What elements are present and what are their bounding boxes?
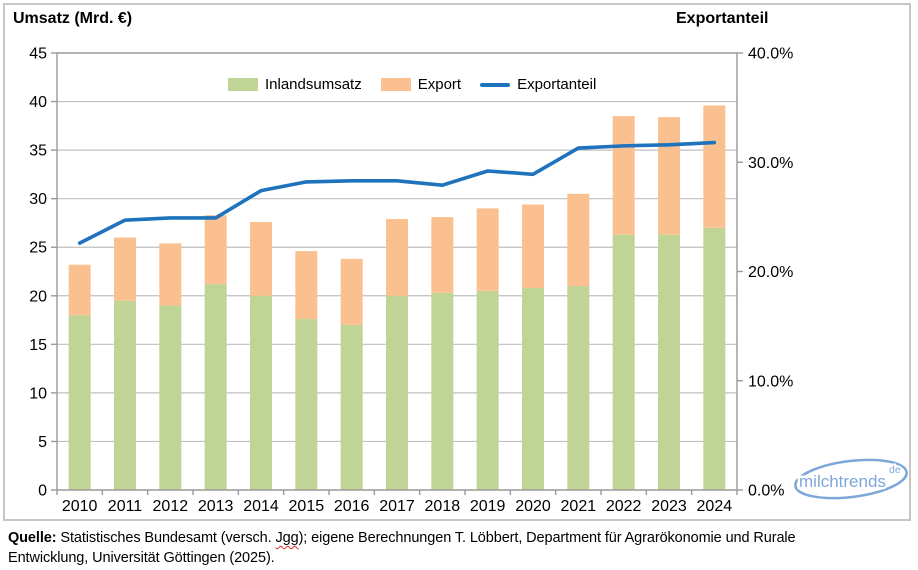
- bar-inlandsumsatz-2012: [159, 305, 182, 490]
- bar-export-2017: [386, 219, 408, 296]
- legend-item-export: Export: [380, 76, 462, 93]
- chart-legend: Inlandsumsatz Export Exportanteil: [228, 76, 596, 93]
- legend-label-inlandsumsatz: Inlandsumsatz: [265, 76, 362, 93]
- bar-inlandsumsatz-2018: [431, 292, 454, 490]
- x-axis-label-2021: 2021: [561, 498, 597, 515]
- x-axis-label-2017: 2017: [379, 498, 415, 515]
- x-axis-label-2024: 2024: [697, 498, 733, 515]
- chart-frame: [3, 3, 911, 521]
- bar-inlandsumsatz-2015: [295, 319, 318, 490]
- right-axis-title: Exportanteil: [676, 10, 769, 27]
- bar-inlandsumsatz-2011: [114, 300, 136, 490]
- bar-export-2023: [658, 117, 680, 235]
- bar-export-2019: [476, 208, 499, 291]
- logo-swoosh-icon: [794, 458, 908, 500]
- bar-export-2013: [204, 215, 227, 285]
- left-axis-tick-label-35: 35: [29, 143, 47, 160]
- right-axis-tick-label-10: 10.0%: [748, 373, 793, 390]
- right-axis-tick-label-30: 30.0%: [748, 155, 793, 172]
- bar-inlandsumsatz-2019: [476, 290, 499, 490]
- x-axis-label-2013: 2013: [198, 498, 234, 515]
- bar-export-2018: [431, 217, 454, 293]
- bar-export-2021: [567, 193, 590, 287]
- x-axis-label-2016: 2016: [334, 498, 370, 515]
- inlandsumsatz-swatch-icon: [228, 78, 258, 91]
- bar-inlandsumsatz-2016: [340, 324, 363, 490]
- bar-inlandsumsatz-2020: [522, 288, 544, 490]
- bar-inlandsumsatz-2023: [658, 234, 680, 490]
- right-axis-tick-label-0: 0.0%: [748, 483, 784, 500]
- right-axis-tick-label-20: 20.0%: [748, 264, 793, 281]
- x-axis-label-2014: 2014: [243, 498, 279, 515]
- left-axis-tick-label-40: 40: [29, 94, 47, 111]
- legend-label-export: Export: [417, 76, 462, 93]
- left-axis-title: Umsatz (Mrd. €): [13, 10, 133, 27]
- x-axis-label-2011: 2011: [108, 498, 143, 515]
- bar-export-2014: [250, 221, 272, 296]
- export-swatch-icon: [380, 78, 411, 91]
- milchtrends-logo: milchtrends de: [794, 458, 908, 500]
- logo-text: milchtrends: [799, 472, 886, 491]
- source-line-2: Entwicklung, Universität Göttingen (2025…: [8, 550, 275, 567]
- bar-inlandsumsatz-2022: [612, 234, 635, 490]
- source-line-1: Quelle: Statistisches Bundesamt (versch.…: [8, 530, 796, 546]
- left-axis-tick-label-0: 0: [38, 483, 47, 500]
- x-axis-label-2019: 2019: [470, 498, 506, 515]
- source-misspelled-word: Jgg: [275, 530, 299, 546]
- bar-export-2020: [522, 204, 544, 289]
- exportanteil-line: [77, 140, 717, 245]
- exportanteil-line-swatch-icon: [480, 82, 511, 87]
- source-label: Quelle:: [8, 530, 57, 546]
- x-axis-label-2015: 2015: [289, 498, 325, 515]
- legend-item-exportanteil: Exportanteil: [480, 76, 596, 93]
- x-axis-label-2012: 2012: [153, 498, 189, 515]
- bar-export-2010: [68, 264, 91, 316]
- chart-plot: 0 5 10 15 20 25 30 35 40 45 0.0% 10.0% 20.0% 30.0% 40.…: [29, 46, 793, 516]
- x-axis-label-2023: 2023: [651, 498, 687, 515]
- bar-inlandsumsatz-2010: [68, 315, 91, 490]
- left-axis-tick-label-45: 45: [29, 46, 47, 63]
- bar-export-2022: [612, 116, 635, 235]
- right-axis-tick-label-40: 40.0%: [748, 46, 793, 63]
- left-axis-tick-label-10: 10: [29, 385, 47, 402]
- bar-export-2012: [159, 243, 182, 306]
- source-text: Quelle: Statistisches Bundesamt (versch.…: [8, 528, 868, 569]
- bar-inlandsumsatz-2014: [250, 295, 272, 490]
- left-axis-tick-label-5: 5: [38, 434, 47, 451]
- bar-inlandsumsatz-2024: [703, 227, 726, 491]
- bar-inlandsumsatz-2021: [567, 286, 590, 490]
- bar-export-2015: [295, 251, 318, 320]
- logo-tld: de: [889, 464, 901, 476]
- x-axis-label-2018: 2018: [425, 498, 461, 515]
- legend-label-exportanteil: Exportanteil: [517, 76, 597, 93]
- x-axis-label-2020: 2020: [515, 498, 551, 515]
- legend-item-inlandsumsatz: Inlandsumsatz: [228, 76, 362, 93]
- left-axis-tick-label-25: 25: [29, 240, 47, 257]
- x-axis-label-2022: 2022: [606, 498, 642, 515]
- bar-export-2016: [340, 258, 363, 325]
- left-axis-tick-label-20: 20: [29, 288, 47, 305]
- bar-export-2011: [114, 237, 136, 301]
- bar-export-2024: [703, 105, 726, 228]
- bar-inlandsumsatz-2017: [386, 295, 408, 490]
- x-axis-label-2010: 2010: [62, 498, 98, 515]
- bar-inlandsumsatz-2013: [204, 284, 227, 490]
- left-axis-tick-label-30: 30: [29, 191, 47, 208]
- left-axis-tick-label-15: 15: [29, 337, 47, 354]
